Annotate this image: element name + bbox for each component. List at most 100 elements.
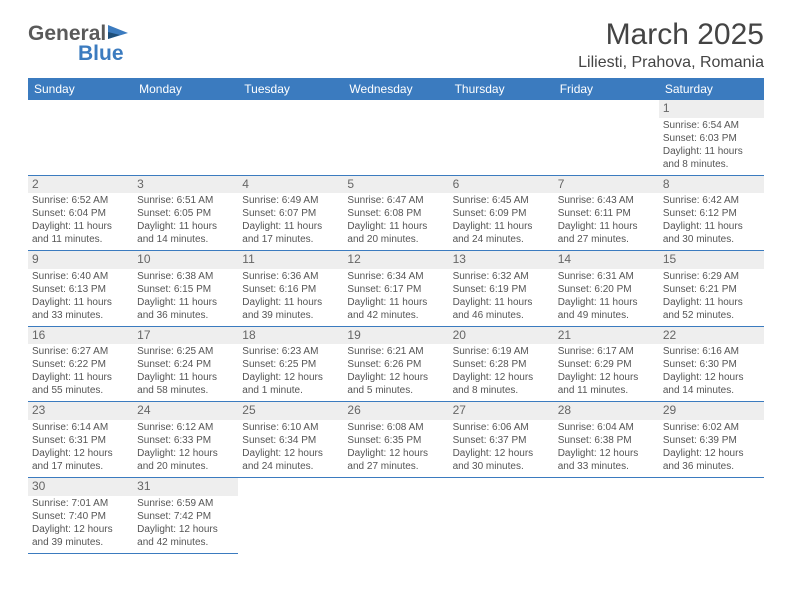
day-detail: and 33 minutes. (32, 309, 129, 322)
day-number: 2 (28, 176, 133, 194)
day-detail: Sunrise: 6:59 AM (137, 497, 234, 510)
day-detail: Sunset: 7:40 PM (32, 510, 129, 523)
day-detail: Sunset: 6:33 PM (137, 434, 234, 447)
day-detail: Sunrise: 6:38 AM (137, 270, 234, 283)
day-detail: Sunrise: 6:40 AM (32, 270, 129, 283)
day-number: 6 (449, 176, 554, 194)
day-detail: Sunrise: 6:16 AM (663, 345, 760, 358)
day-detail: Sunset: 6:25 PM (242, 358, 339, 371)
day-number: 14 (554, 251, 659, 269)
day-detail: and 11 minutes. (32, 233, 129, 246)
calendar-cell: 30Sunrise: 7:01 AMSunset: 7:40 PMDayligh… (28, 477, 133, 553)
day-number: 17 (133, 327, 238, 345)
col-tuesday: Tuesday (238, 78, 343, 100)
col-monday: Monday (133, 78, 238, 100)
day-detail: Sunset: 6:07 PM (242, 207, 339, 220)
day-detail: Sunset: 6:09 PM (453, 207, 550, 220)
calendar-cell: 12Sunrise: 6:34 AMSunset: 6:17 PMDayligh… (343, 251, 448, 327)
calendar-cell: 31Sunrise: 6:59 AMSunset: 7:42 PMDayligh… (133, 477, 238, 553)
calendar-cell: 5Sunrise: 6:47 AMSunset: 6:08 PMDaylight… (343, 175, 448, 251)
day-detail: Daylight: 12 hours (137, 523, 234, 536)
calendar-cell: 11Sunrise: 6:36 AMSunset: 6:16 PMDayligh… (238, 251, 343, 327)
day-detail: Sunrise: 6:54 AM (663, 119, 760, 132)
col-wednesday: Wednesday (343, 78, 448, 100)
day-detail: Sunset: 6:24 PM (137, 358, 234, 371)
day-detail: and 49 minutes. (558, 309, 655, 322)
calendar-cell (659, 477, 764, 553)
day-number: 9 (28, 251, 133, 269)
day-detail: Daylight: 11 hours (347, 220, 444, 233)
day-detail: Sunset: 6:04 PM (32, 207, 129, 220)
day-detail: Daylight: 12 hours (347, 371, 444, 384)
day-detail: Daylight: 11 hours (242, 296, 339, 309)
calendar-cell (449, 100, 554, 175)
calendar-cell (133, 100, 238, 175)
day-number: 4 (238, 176, 343, 194)
day-detail: Daylight: 11 hours (347, 296, 444, 309)
day-number: 3 (133, 176, 238, 194)
day-detail: Sunrise: 7:01 AM (32, 497, 129, 510)
day-detail: Sunrise: 6:49 AM (242, 194, 339, 207)
calendar-cell: 26Sunrise: 6:08 AMSunset: 6:35 PMDayligh… (343, 402, 448, 478)
day-detail: and 39 minutes. (32, 536, 129, 549)
day-detail: Daylight: 12 hours (32, 523, 129, 536)
day-detail: and 14 minutes. (137, 233, 234, 246)
day-detail: Daylight: 12 hours (347, 447, 444, 460)
day-detail: Sunset: 6:16 PM (242, 283, 339, 296)
day-detail: Daylight: 12 hours (558, 447, 655, 460)
day-number: 31 (133, 478, 238, 496)
day-detail: Daylight: 12 hours (453, 371, 550, 384)
day-detail: and 55 minutes. (32, 384, 129, 397)
day-detail: Sunset: 6:39 PM (663, 434, 760, 447)
day-detail: Daylight: 11 hours (453, 220, 550, 233)
calendar-row: 2Sunrise: 6:52 AMSunset: 6:04 PMDaylight… (28, 175, 764, 251)
calendar-cell: 25Sunrise: 6:10 AMSunset: 6:34 PMDayligh… (238, 402, 343, 478)
day-detail: Sunset: 6:31 PM (32, 434, 129, 447)
location: Liliesti, Prahova, Romania (578, 54, 764, 72)
day-detail: Daylight: 11 hours (453, 296, 550, 309)
day-detail: and 20 minutes. (347, 233, 444, 246)
logo-text-blue-wrap: Blue (28, 42, 124, 66)
day-number: 15 (659, 251, 764, 269)
day-detail: Sunset: 6:21 PM (663, 283, 760, 296)
day-detail: Sunset: 6:26 PM (347, 358, 444, 371)
day-detail: Sunset: 6:28 PM (453, 358, 550, 371)
day-detail: Sunrise: 6:12 AM (137, 421, 234, 434)
day-detail: Sunset: 6:19 PM (453, 283, 550, 296)
day-detail: and 30 minutes. (453, 460, 550, 473)
calendar-row: 1Sunrise: 6:54 AMSunset: 6:03 PMDaylight… (28, 100, 764, 175)
day-detail: Sunrise: 6:23 AM (242, 345, 339, 358)
day-number: 26 (343, 402, 448, 420)
day-detail: Sunrise: 6:27 AM (32, 345, 129, 358)
col-thursday: Thursday (449, 78, 554, 100)
calendar-cell: 1Sunrise: 6:54 AMSunset: 6:03 PMDaylight… (659, 100, 764, 175)
day-detail: Sunset: 7:42 PM (137, 510, 234, 523)
day-number: 20 (449, 327, 554, 345)
calendar-cell: 20Sunrise: 6:19 AMSunset: 6:28 PMDayligh… (449, 326, 554, 402)
day-detail: and 36 minutes. (663, 460, 760, 473)
calendar-cell (449, 477, 554, 553)
day-detail: and 5 minutes. (347, 384, 444, 397)
day-detail: Sunrise: 6:29 AM (663, 270, 760, 283)
day-detail: Daylight: 12 hours (453, 447, 550, 460)
calendar-cell: 17Sunrise: 6:25 AMSunset: 6:24 PMDayligh… (133, 326, 238, 402)
day-detail: and 17 minutes. (242, 233, 339, 246)
calendar-cell (238, 100, 343, 175)
day-detail: and 8 minutes. (453, 384, 550, 397)
header-row: Sunday Monday Tuesday Wednesday Thursday… (28, 78, 764, 100)
calendar-cell (238, 477, 343, 553)
day-number: 27 (449, 402, 554, 420)
col-friday: Friday (554, 78, 659, 100)
calendar-cell: 7Sunrise: 6:43 AMSunset: 6:11 PMDaylight… (554, 175, 659, 251)
day-detail: Sunrise: 6:31 AM (558, 270, 655, 283)
day-detail: and 46 minutes. (453, 309, 550, 322)
day-number: 13 (449, 251, 554, 269)
calendar-cell: 29Sunrise: 6:02 AMSunset: 6:39 PMDayligh… (659, 402, 764, 478)
day-detail: Sunset: 6:29 PM (558, 358, 655, 371)
day-detail: Sunrise: 6:02 AM (663, 421, 760, 434)
day-detail: and 30 minutes. (663, 233, 760, 246)
calendar-cell: 6Sunrise: 6:45 AMSunset: 6:09 PMDaylight… (449, 175, 554, 251)
day-detail: Sunrise: 6:21 AM (347, 345, 444, 358)
day-detail: Daylight: 11 hours (137, 371, 234, 384)
day-detail: Daylight: 11 hours (32, 371, 129, 384)
